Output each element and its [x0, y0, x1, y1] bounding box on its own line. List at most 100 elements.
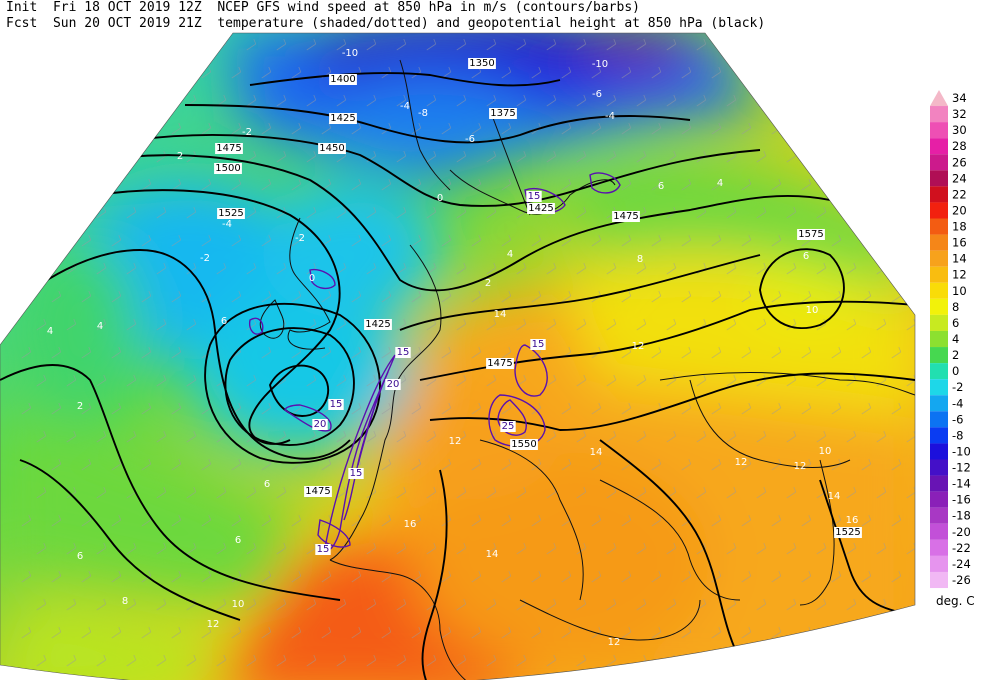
colorbar-tick-label: -26: [952, 573, 971, 587]
colorbar-tick-label: 18: [952, 220, 967, 234]
temp-label: -4: [222, 219, 232, 230]
height-label: 1475: [216, 143, 241, 154]
label-box: [215, 143, 243, 154]
height-label: 1375: [490, 108, 515, 119]
temp-label: 14: [494, 309, 507, 320]
colorbar-swatch: [930, 443, 948, 460]
label-box: [527, 203, 555, 214]
colorbar-swatch: [930, 314, 948, 331]
colorbar-swatch: [930, 202, 948, 219]
wind-contours: [248, 172, 621, 551]
temp-label: 12: [735, 457, 748, 468]
header-line-2: Fcst Sun 20 OCT 2019 21Z temperature (sh…: [6, 16, 765, 32]
colorbar-swatch: [930, 330, 948, 348]
temp-label: 8: [122, 596, 128, 607]
colorbar-tick-label: 20: [952, 203, 967, 217]
colorbar-swatch: [930, 555, 948, 572]
temp-label: 8: [637, 254, 643, 265]
colorbar-tick-label: 32: [952, 107, 967, 121]
colorbar-tick-label: -6: [952, 412, 963, 426]
label-box: [526, 191, 542, 202]
temp-label: 6: [221, 316, 227, 327]
label-box: [834, 527, 862, 538]
colorbar-tick-label: -24: [952, 557, 971, 571]
temp-label: -6: [465, 134, 475, 145]
header-line-1: Init Fri 18 OCT 2019 12Z NCEP GFS wind s…: [6, 0, 640, 16]
colorbar-swatch: [930, 186, 948, 203]
colorbar-tick-label: 30: [952, 123, 967, 137]
label-box: [217, 208, 245, 219]
temp-label: 4: [507, 249, 513, 260]
colorbar-swatch: [930, 395, 948, 412]
wind-label: 15: [330, 399, 343, 410]
label-box: [304, 486, 332, 497]
label-box: [318, 143, 346, 154]
temp-label: 10: [232, 599, 245, 610]
height-label: 1475: [613, 211, 638, 222]
colorbar-tick-label: 0: [952, 364, 959, 378]
colorbar-swatch: [930, 507, 948, 524]
label-box: [468, 58, 496, 69]
colorbar-tick-label: 4: [952, 332, 959, 346]
colorbar-swatch: [930, 154, 948, 171]
height-label: 1475: [305, 486, 330, 497]
temp-label: 6: [658, 181, 664, 192]
colorbar-swatch: [930, 347, 948, 364]
temp-label: 12: [608, 637, 621, 648]
height-label: 1425: [528, 203, 553, 214]
colorbar-swatch: [930, 475, 948, 492]
colorbar-tick-label: 22: [952, 187, 967, 201]
temp-label: -10: [592, 59, 608, 70]
temp-label: 16: [404, 519, 417, 530]
label-box: [328, 399, 344, 410]
colorbar-tick-label: 28: [952, 139, 967, 153]
colorbar-swatch: [930, 539, 948, 556]
temp-label: 6: [803, 251, 809, 262]
colorbar: 3432302826242220181614121086420-2-4-6-8-…: [930, 89, 971, 589]
height-label: 1475: [487, 358, 512, 369]
temp-label: 4: [47, 326, 53, 337]
colorbar-swatch: [930, 218, 948, 235]
temp-label: -4: [400, 101, 410, 112]
colorbar-swatch: [930, 138, 948, 155]
fcst-label: Fcst: [6, 16, 38, 31]
colorbar-tick-label: 34: [952, 91, 967, 105]
temperature-field: [0, 33, 915, 680]
temp-label: 14: [486, 549, 499, 560]
temp-label: -2: [242, 127, 252, 138]
colorbar-swatch: [930, 427, 948, 444]
temp-label: 2: [177, 151, 183, 162]
wind-label: 20: [387, 379, 400, 390]
wind-label: 15: [317, 544, 330, 555]
colorbar-swatch: [930, 379, 948, 396]
colorbar-tick-label: 12: [952, 268, 967, 282]
colorbar-swatch: [930, 122, 948, 139]
colorbar-tick-label: -18: [952, 509, 971, 523]
label-box: [385, 379, 401, 390]
height-label: 1425: [330, 113, 355, 124]
colorbar-tick-label: 16: [952, 236, 967, 250]
title-line-2: temperature (shaded/dotted) and geopoten…: [217, 16, 766, 31]
colorbar-swatch: [930, 363, 948, 380]
fcst-time: Sun 20 OCT 2019 21Z: [52, 16, 202, 31]
colorbar-tick-label: 2: [952, 348, 959, 362]
wind-label: 25: [502, 421, 515, 432]
temp-label: 6: [264, 479, 270, 490]
temp-label: 6: [235, 535, 241, 546]
colorbar-arrow: [930, 89, 948, 107]
label-box: [489, 108, 517, 119]
label-box: [364, 319, 392, 330]
colorbar-tick-label: 10: [952, 284, 967, 298]
temp-label: -2: [200, 253, 210, 264]
height-label: 1550: [511, 439, 536, 450]
temp-label: 12: [632, 341, 645, 352]
temp-label: 12: [449, 436, 462, 447]
temp-label: -10: [342, 48, 358, 59]
colorbar-tick-label: -8: [952, 428, 963, 442]
colorbar-swatch: [930, 266, 948, 283]
colorbar-tick-label: -10: [952, 444, 971, 458]
height-label: 1525: [218, 208, 243, 219]
colorbar-tick-label: -14: [952, 477, 971, 491]
height-label: 1425: [365, 319, 390, 330]
